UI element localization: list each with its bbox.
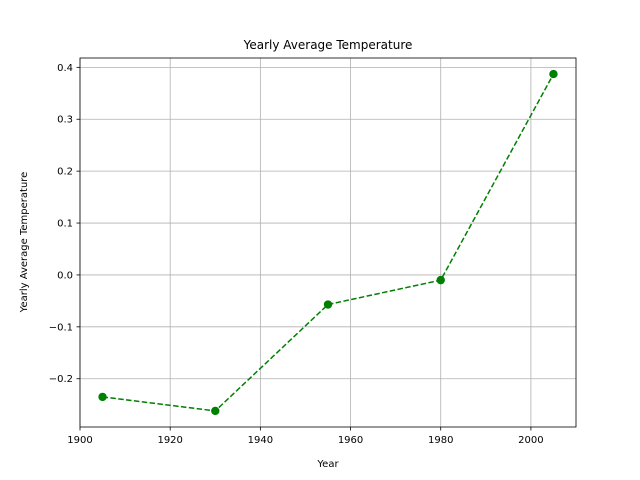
data-point (211, 406, 220, 416)
y-axis-label: Yearly Average Temperature (19, 172, 30, 314)
data-point (323, 300, 333, 309)
y-tick-label: 0.4 (57, 63, 73, 74)
x-tick-label: 1980 (428, 435, 453, 446)
y-tick-label: −0.2 (49, 374, 73, 385)
y-tick-label: 0.0 (57, 270, 73, 281)
x-tick-label: 1940 (248, 435, 273, 446)
chart-title: Yearly Average Temperature (243, 38, 413, 52)
x-tick-label: 1920 (157, 435, 182, 446)
data-point (98, 392, 107, 402)
grid (79, 58, 576, 427)
series-line (98, 69, 558, 416)
y-tick-label: 0.2 (57, 167, 73, 178)
series-path (102, 73, 555, 412)
x-axis-label: Year (316, 459, 339, 470)
y-axis-ticks: −0.2 −0.1 0.0 0.1 0.2 0.3 0.4 (49, 63, 80, 385)
x-tick-label: 1900 (67, 435, 92, 446)
x-tick-label: 1960 (338, 435, 363, 446)
data-point (436, 275, 445, 285)
y-tick-label: −0.1 (49, 322, 73, 333)
data-point (549, 69, 558, 79)
x-axis-ticks: 1900 1920 1940 1960 1980 2000 (67, 427, 544, 446)
plot-frame (79, 57, 577, 428)
y-tick-label: 0.3 (57, 115, 73, 126)
y-tick-label: 0.1 (57, 219, 73, 230)
x-tick-label: 2000 (518, 435, 543, 446)
